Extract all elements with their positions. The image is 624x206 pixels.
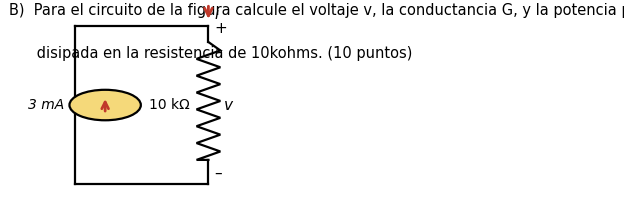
Text: i: i (215, 7, 219, 22)
Text: v: v (224, 97, 233, 112)
Text: +: + (215, 21, 227, 36)
Text: 10 kΩ: 10 kΩ (149, 98, 190, 112)
Text: 3 mA: 3 mA (29, 98, 65, 112)
Text: –: – (215, 166, 222, 181)
Circle shape (69, 90, 141, 120)
Text: disipada en la resistencia de 10kohms. (10 puntos): disipada en la resistencia de 10kohms. (… (9, 46, 412, 61)
Text: B)  Para el circuito de la figura calcule el voltaje v, la conductancia G, y la : B) Para el circuito de la figura calcule… (9, 4, 624, 18)
